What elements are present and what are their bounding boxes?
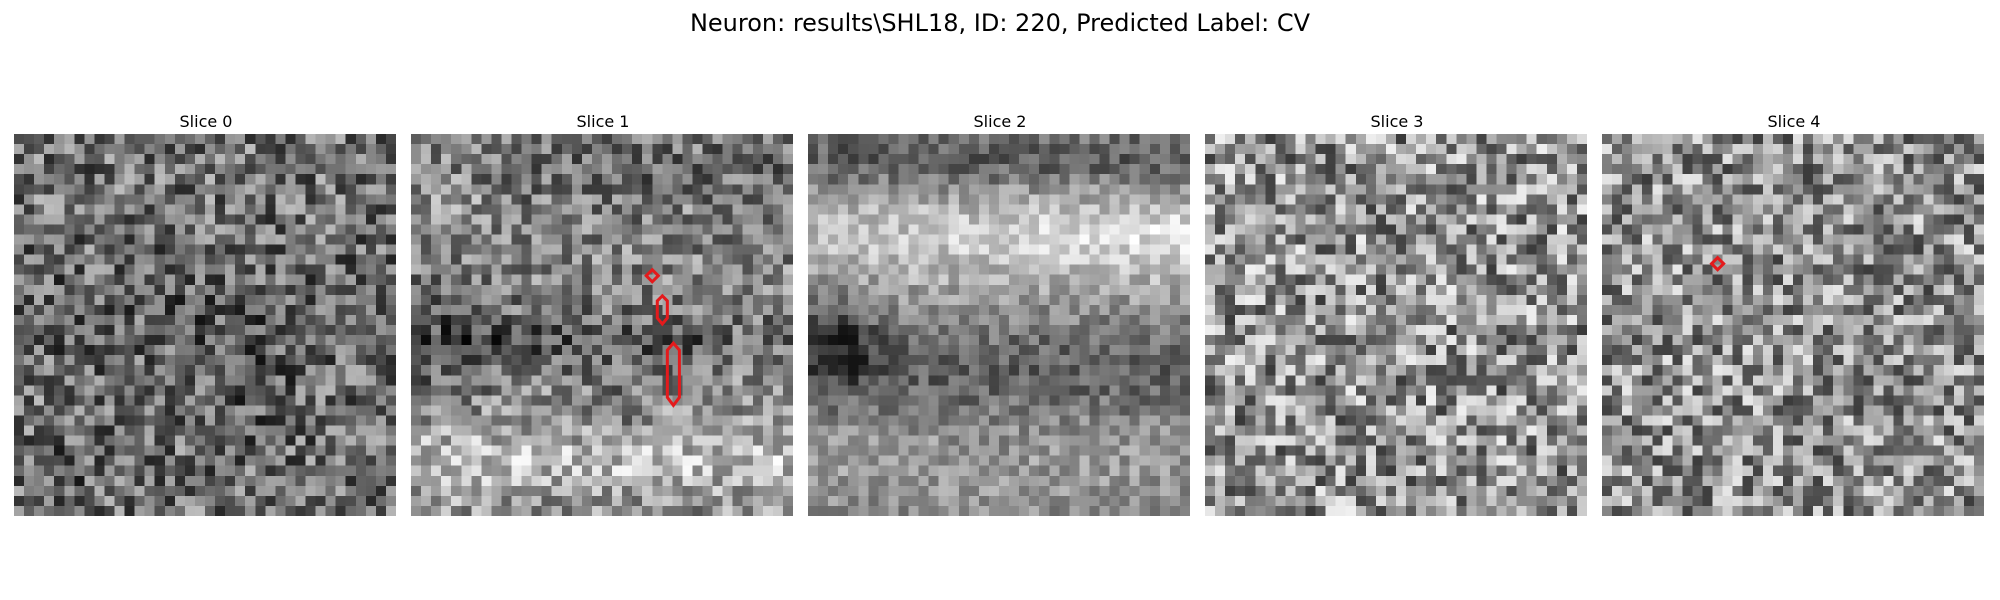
- slice-panel-1: Slice 1: [411, 110, 795, 516]
- slice-image-2: [808, 134, 1190, 516]
- slice-panel-4: Slice 4: [1602, 110, 1986, 516]
- slice-panel-0: Slice 0: [14, 110, 398, 516]
- slice-panel-3: Slice 3: [1205, 110, 1589, 516]
- slice-title: Slice 1: [576, 112, 630, 131]
- contour-marker-medium: [655, 293, 669, 327]
- contour-marker-small: [1709, 255, 1726, 272]
- contour-marker-long: [665, 340, 681, 408]
- slice-image-4: [1602, 134, 1984, 516]
- slice-title: Slice 2: [973, 112, 1027, 131]
- slice-image-1: [411, 134, 793, 516]
- slice-title: Slice 4: [1767, 112, 1821, 131]
- slice-image-3: [1205, 134, 1587, 516]
- slice-image-0: [14, 134, 396, 516]
- figure-title: Neuron: results\SHL18, ID: 220, Predicte…: [689, 9, 1311, 37]
- slice-title: Slice 0: [179, 112, 233, 131]
- contour-marker-small: [644, 267, 661, 284]
- slice-title: Slice 3: [1370, 112, 1424, 131]
- slice-panel-2: Slice 2: [808, 110, 1192, 516]
